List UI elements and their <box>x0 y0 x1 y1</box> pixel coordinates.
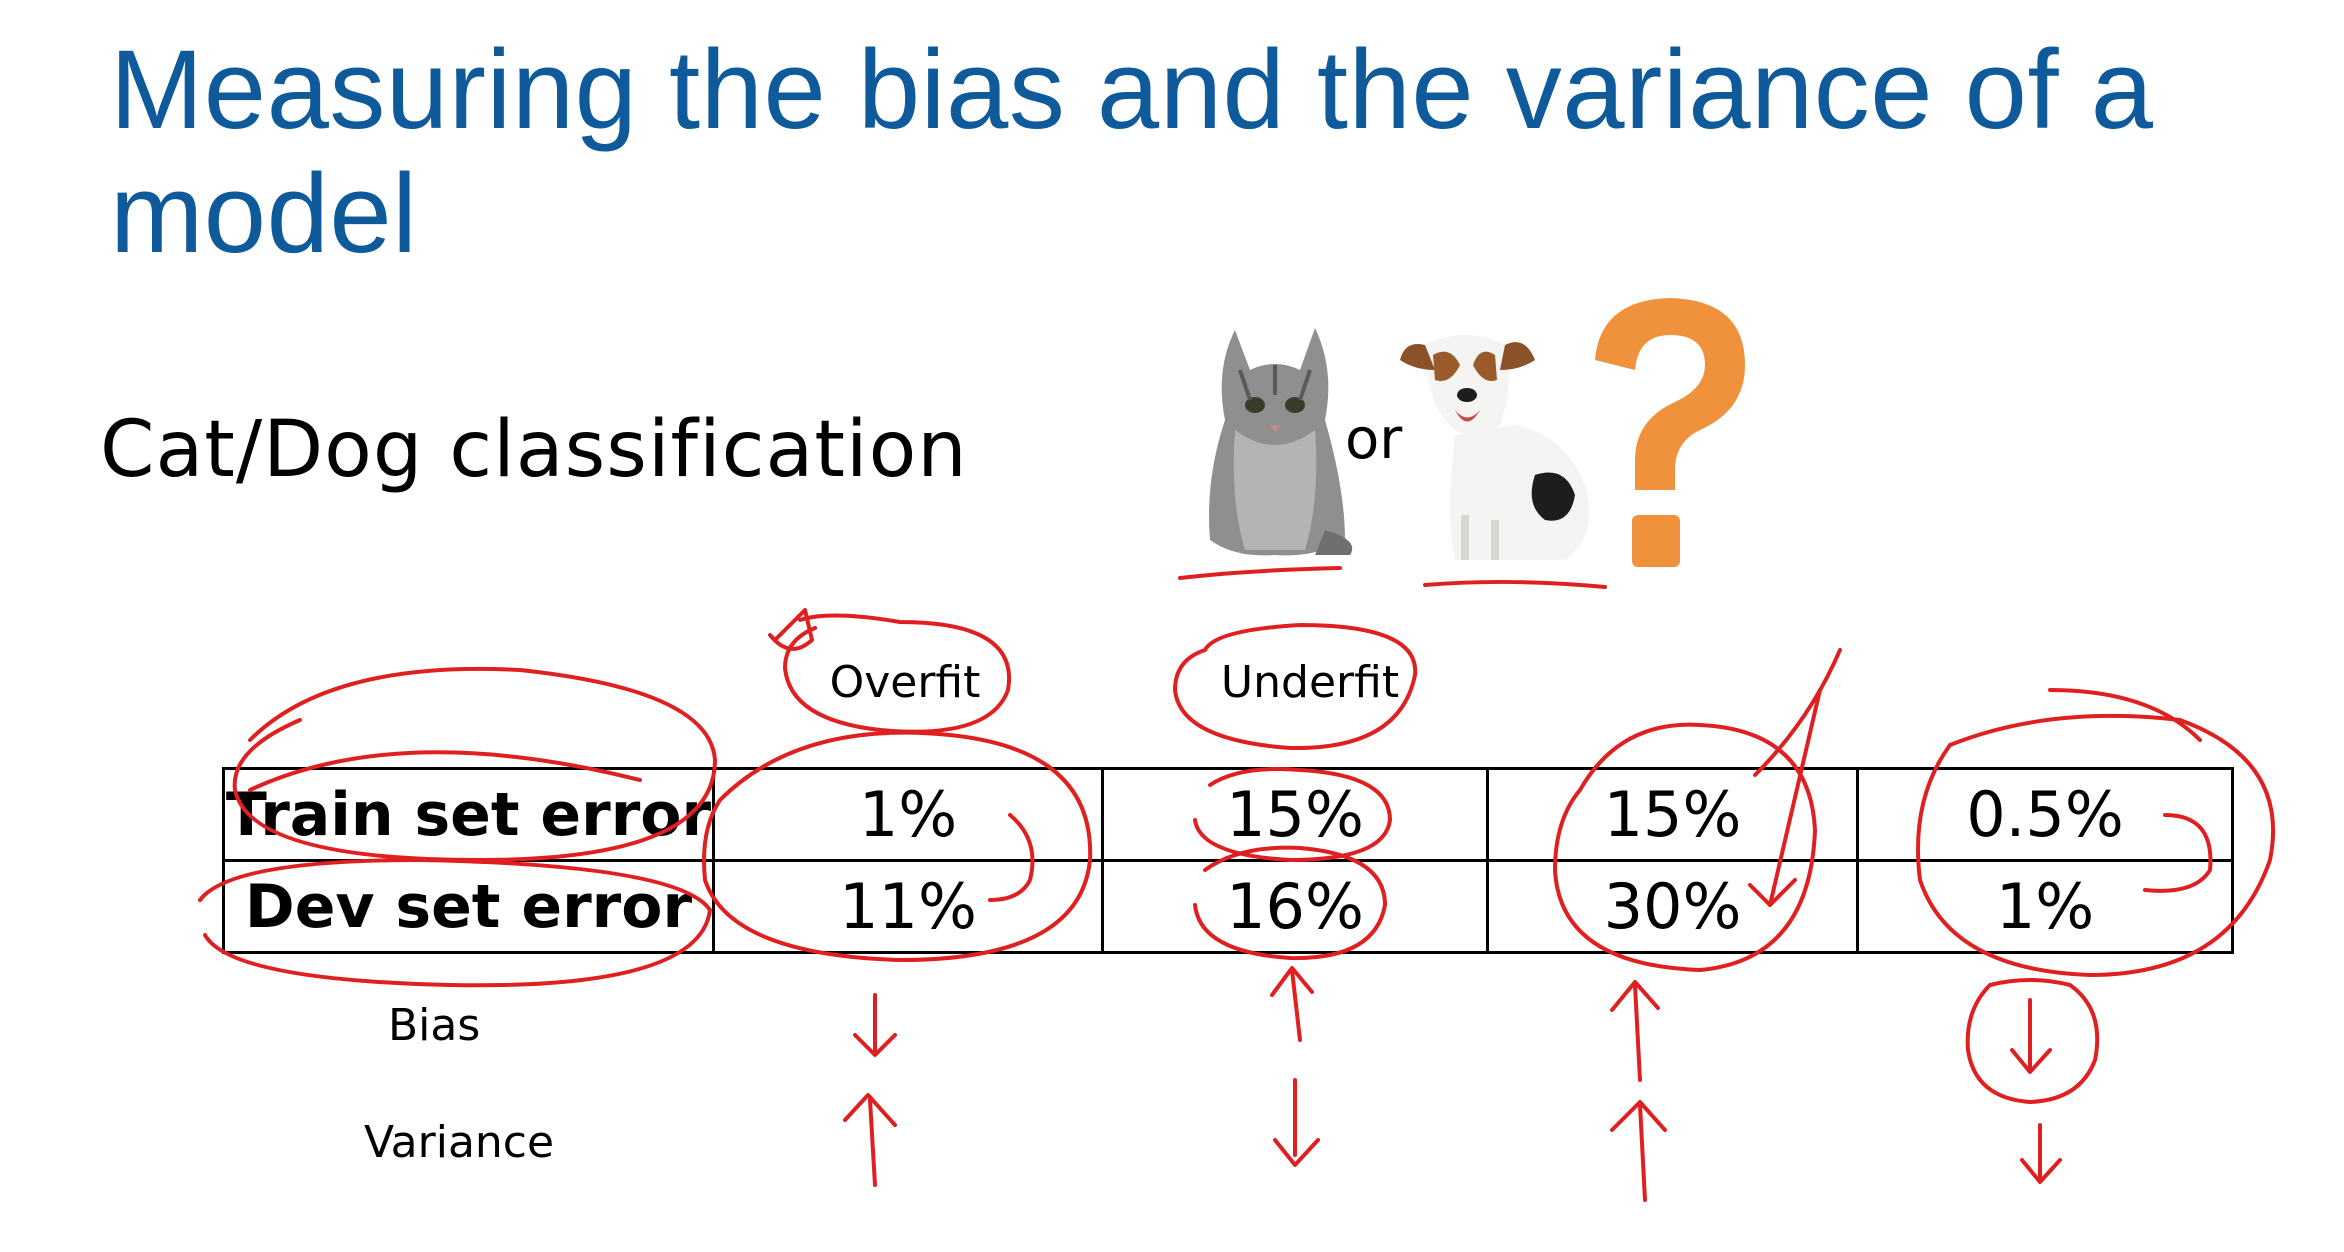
dog-photo <box>1400 335 1590 560</box>
annotation-scribble <box>2048 688 2202 742</box>
column-header-underfit: Underfit <box>1220 657 1400 708</box>
annotation-circle <box>1965 978 2100 1104</box>
cat-photo <box>1209 328 1353 556</box>
bias-label: Bias <box>388 1000 481 1051</box>
annotation-arrow-up <box>1270 966 1314 1042</box>
slide-subtitle: Cat/Dog classification <box>100 405 968 495</box>
table-cell: 15% <box>1486 767 1859 862</box>
row-header-dev-set-error: Dev set error <box>222 859 715 954</box>
table-cell: 11% <box>712 859 1104 954</box>
annotation-underline <box>1423 579 1607 589</box>
annotation-arrow-down <box>2010 998 2052 1074</box>
annotation-arrow-up <box>843 1093 897 1187</box>
annotation-arrow <box>1753 648 1842 777</box>
slide-title: Measuring the bias and the variance of a… <box>110 27 2154 276</box>
annotation-arrow-down <box>853 993 897 1057</box>
table-cell: 30% <box>1486 859 1859 954</box>
table-cell: 0.5% <box>1856 767 2234 862</box>
or-label: or <box>1345 407 1403 472</box>
table-row: Train set error 1% 15% 15% 0.5% <box>222 767 2234 862</box>
annotation-arrow-up <box>1610 980 1660 1082</box>
table-cell: 1% <box>1856 859 2234 954</box>
annotation-mark <box>768 608 814 651</box>
annotation-underline <box>1178 566 1342 580</box>
annotation-arrow-down <box>2020 1123 2062 1184</box>
annotation-arrow-down <box>1273 1078 1320 1167</box>
question-mark-icon <box>1595 298 1745 567</box>
table-cell: 16% <box>1101 859 1489 954</box>
row-header-train-set-error: Train set error <box>222 767 715 862</box>
column-header-overfit: Overfit <box>829 657 981 708</box>
error-table: Train set error 1% 15% 15% 0.5% Dev set … <box>222 767 2234 954</box>
variance-label: Variance <box>364 1117 555 1168</box>
table-cell: 15% <box>1101 767 1489 862</box>
annotation-arrow-up <box>1610 1100 1667 1202</box>
table-cell: 1% <box>712 767 1104 862</box>
table-row: Dev set error 11% 16% 30% 1% <box>222 859 2234 954</box>
